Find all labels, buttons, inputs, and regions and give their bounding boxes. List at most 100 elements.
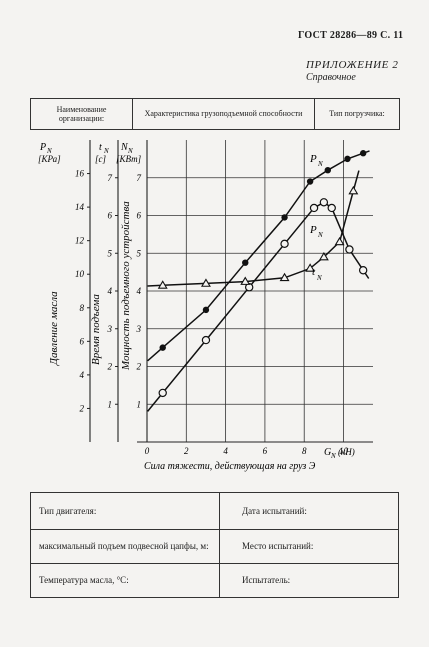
capacity-characteristic-cell: Характеристика грузоподъемной способност…: [132, 98, 315, 130]
power-axis-name: Мощность подъемного устройства: [120, 201, 132, 371]
series-2-point-2: [240, 276, 251, 285]
series-2-point-7: [348, 185, 359, 195]
engine-type-cell: Тип двигателя:: [30, 492, 220, 530]
svg-text:G: G: [324, 447, 331, 458]
series-0-point-1: [202, 306, 210, 314]
series-1-point-0: [158, 388, 167, 398]
svg-text:N: N: [317, 160, 323, 168]
series-1-point-6: [327, 203, 336, 213]
lift-time-axis-name: Время подъема: [90, 294, 102, 365]
loader-type-cell: Тип погрузчика:: [314, 98, 400, 130]
svg-text:N: N: [330, 452, 336, 460]
svg-text:[с]: [с]: [95, 154, 106, 164]
power-tick-6: 6: [137, 211, 142, 221]
svg-text:P: P: [39, 142, 46, 153]
chart-grid: [147, 140, 373, 442]
x-tick-4: 4: [223, 446, 228, 456]
oil-tick-16: 16: [75, 169, 85, 179]
svg-text:P: P: [309, 224, 317, 236]
oil-pressure-axis-heading: P N [КРа]: [38, 142, 61, 164]
series-0-point-4: [306, 178, 314, 185]
time-tick-5: 5: [108, 248, 113, 258]
oil-tick-14: 14: [75, 202, 85, 212]
oil-tick-6: 6: [80, 336, 85, 346]
oil-pressure-axis-name: Давление масла: [48, 291, 60, 366]
svg-text:N: N: [316, 274, 322, 282]
appendix-title: ПРИЛОЖЕНИЕ 2: [306, 59, 399, 71]
time-tick-6: 6: [108, 211, 113, 221]
series-1-point-5: [319, 198, 329, 207]
series-1-point-1: [201, 335, 211, 345]
svg-text:N: N: [103, 147, 109, 155]
series-0-point-0: [159, 344, 166, 351]
oil-tick-2: 2: [80, 403, 85, 413]
max-lift-cell: максимальный подъем подвесной цапфы, м:: [30, 529, 220, 564]
curve-label-tn: t N: [312, 266, 322, 282]
tester-cell: Испытатель:: [219, 563, 399, 598]
svg-text:N: N: [317, 231, 323, 239]
x-tick-10: 10: [339, 446, 349, 456]
series-1-point-4: [309, 203, 319, 213]
svg-text:N: N: [120, 142, 129, 153]
test-place-cell: Место испытаний:: [219, 529, 399, 564]
svg-text:[КРа]: [КРа]: [38, 154, 61, 164]
oil-tick-4: 4: [80, 370, 85, 380]
time-tick-4: 4: [108, 286, 113, 296]
power-tick-2: 2: [137, 362, 142, 372]
appendix-reference: Справочное: [306, 72, 356, 83]
oil-temperature-cell: Температура масла, °С:: [30, 563, 220, 598]
svg-text:P: P: [309, 153, 317, 165]
svg-text:(кН): (кН): [338, 447, 355, 457]
x-tick-6: 6: [263, 446, 268, 456]
power-axis-heading: N N [КВт]: [116, 142, 142, 164]
svg-text:t: t: [99, 142, 102, 153]
power-tick-5: 5: [137, 248, 142, 258]
bottom-info-table: Тип двигателя: Дата испытаний: максималь…: [30, 492, 399, 598]
oil-tick-8: 8: [80, 303, 85, 313]
series-1-point-8: [358, 266, 368, 275]
oil-tick-10: 10: [75, 269, 85, 279]
power-tick-4: 4: [137, 286, 142, 296]
series-0-point-3: [281, 214, 288, 221]
time-tick-1: 1: [108, 399, 113, 409]
series-line-0: [147, 150, 370, 362]
curve-label-pn-filled: P N: [309, 153, 323, 168]
data-series: [147, 150, 370, 412]
series-2-point-4: [305, 263, 316, 272]
series-0-point-5: [324, 167, 331, 174]
x-tick-0: 0: [145, 446, 150, 456]
svg-text:t: t: [312, 266, 316, 278]
x-axis-unit: G N (кН): [324, 447, 355, 460]
power-tick-1: 1: [137, 399, 142, 409]
oil-tick-12: 12: [75, 236, 85, 246]
top-info-table: Наименование организации: Характеристика…: [30, 98, 400, 130]
series-0-point-2: [242, 259, 249, 266]
series-2-point-5: [318, 251, 329, 261]
svg-text:[КВт]: [КВт]: [116, 154, 142, 164]
power-tick-3: 3: [136, 324, 142, 334]
time-tick-3: 3: [107, 324, 113, 334]
test-date-cell: Дата испытаний:: [219, 492, 399, 530]
svg-text:N: N: [127, 147, 133, 155]
series-2-point-1: [200, 278, 211, 287]
x-tick-8: 8: [302, 446, 307, 456]
power-tick-7: 7: [137, 173, 142, 183]
standard-header: ГОСТ 28286—89 С. 11: [298, 30, 404, 41]
curve-label-pn-open: P N: [309, 224, 323, 239]
series-2-point-6: [334, 236, 345, 246]
x-tick-2: 2: [184, 446, 189, 456]
series-0-point-7: [359, 150, 367, 157]
time-tick-2: 2: [108, 362, 113, 372]
load-characteristic-chart: P N [КРа] t N [с] N N [КВт] Давление мас…: [38, 140, 373, 472]
svg-text:N: N: [46, 147, 52, 155]
series-1-point-3: [280, 239, 289, 249]
series-2-point-3: [279, 272, 290, 282]
time-tick-7: 7: [108, 173, 113, 183]
series-0-point-6: [344, 155, 351, 163]
series-2-point-0: [157, 280, 168, 289]
x-axis-label: Сила тяжести, действующая на груз Э: [144, 461, 316, 472]
series-line-1: [147, 201, 370, 412]
series-1-point-7: [345, 245, 354, 254]
series-line-2: [147, 170, 360, 287]
